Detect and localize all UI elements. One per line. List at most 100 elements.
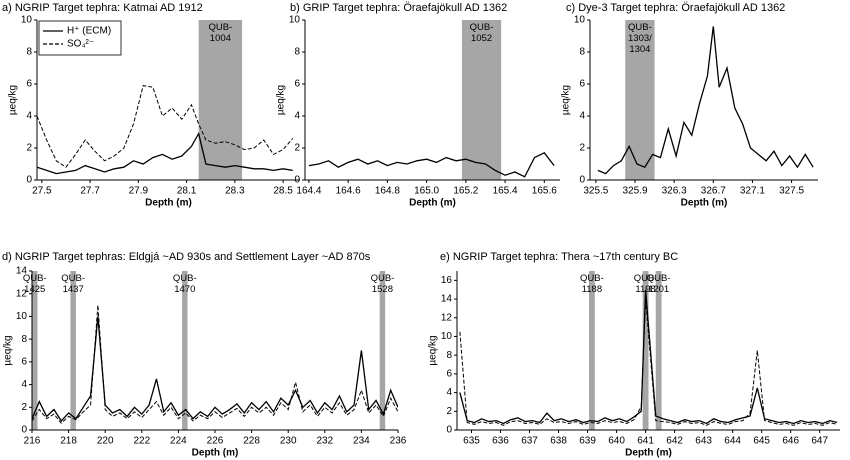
y-tick-label: 6 (579, 79, 585, 90)
x-tick-label: 165.2 (453, 186, 478, 197)
y-axis-label: µeq/kg (8, 85, 19, 115)
y-tick-label: 0 (446, 425, 452, 436)
x-tick-label: 639 (579, 436, 596, 447)
legend-label: SO₄²⁻ (67, 39, 94, 50)
legend-label: H⁺ (ECM) (67, 26, 111, 37)
shaded-region (379, 271, 386, 430)
x-tick-label: 635 (463, 436, 480, 447)
band-label-line: 1304 (629, 44, 650, 55)
band-label: QUB-1198 (634, 273, 658, 295)
y-tick-label: 10 (16, 311, 28, 322)
shaded-region (642, 271, 649, 430)
band-label-line: 1004 (210, 33, 231, 44)
band-label: QUB-1201 (647, 273, 671, 295)
band-label-line: QUB- (173, 273, 197, 284)
y-tick-label: 2 (21, 402, 27, 413)
panel-title: c) Dye-3 Target tephra: Öraefajökull AD … (566, 2, 785, 14)
y-tick-label: 0 (294, 175, 300, 186)
x-tick-label: 218 (60, 436, 77, 447)
x-tick-label: 164.4 (296, 186, 321, 197)
shaded-region (182, 271, 188, 430)
x-tick-label: 636 (492, 436, 509, 447)
data-line (597, 26, 814, 175)
x-tick-label: 643 (695, 436, 712, 447)
series-group (32, 305, 398, 424)
band-label-line: QUB- (628, 22, 652, 33)
band-label-line: QUB- (647, 273, 671, 284)
band-label-line: 1528 (372, 284, 393, 295)
y-tick-label: 2 (26, 143, 32, 154)
y-tick-label: 8 (21, 334, 27, 345)
band-label: QUB-1437 (61, 273, 85, 295)
panel-title: e) NGRIP Target tephra: Thera ~17th cent… (440, 251, 678, 263)
x-tick-label: 165.6 (532, 186, 557, 197)
y-tick-label: 4 (21, 379, 27, 390)
band-label-line: QUB- (371, 273, 395, 284)
y-tick-label: 14 (441, 294, 453, 305)
shaded-region (32, 271, 38, 430)
y-axis-label: µeq/kg (276, 85, 287, 115)
y-tick-label: 16 (441, 275, 453, 286)
x-tick-label: 641 (637, 436, 654, 447)
band-label-line: QUB- (470, 22, 494, 33)
x-tick-label: 164.8 (375, 186, 400, 197)
y-tick-label: 0 (26, 175, 32, 186)
band-label-line: 1437 (63, 284, 84, 295)
shaded-region (589, 271, 595, 430)
panel: b) GRIP Target tephra: Öraefajökull AD 1… (276, 2, 560, 209)
y-tick-label: 10 (21, 15, 33, 26)
y-tick-label: 10 (574, 15, 586, 26)
x-tick-label: 327.1 (740, 186, 765, 197)
band-label-line: 1052 (471, 33, 492, 44)
y-tick-label: 2 (446, 406, 452, 417)
x-axis-label: Depth (m) (681, 198, 728, 209)
x-tick-label: 165.0 (414, 186, 439, 197)
data-line (459, 299, 838, 426)
x-tick-label: 224 (170, 436, 187, 447)
y-tick-label: 0 (579, 175, 585, 186)
band-label: QUB-1052 (470, 22, 494, 44)
y-tick-label: 6 (21, 356, 27, 367)
y-tick-label: 8 (294, 47, 300, 58)
x-tick-label: 234 (353, 436, 370, 447)
x-tick-label: 164.6 (336, 186, 361, 197)
x-tick-label: 226 (207, 436, 224, 447)
y-tick-label: 6 (294, 79, 300, 90)
y-tick-label: 8 (446, 350, 452, 361)
x-tick-label: 228 (243, 436, 260, 447)
x-axis-label: Depth (m) (409, 198, 456, 209)
x-axis-label: Depth (m) (625, 448, 672, 459)
series-group (459, 289, 838, 426)
y-tick-label: 4 (446, 387, 452, 398)
x-tick-label: 637 (521, 436, 538, 447)
panel-title: d) NGRIP Target tephras: Eldgjá ~AD 930s… (2, 251, 371, 263)
y-tick-label: 10 (441, 331, 453, 342)
panel: c) Dye-3 Target tephra: Öraefajökull AD … (561, 2, 818, 209)
y-tick-label: 8 (579, 47, 585, 58)
x-tick-label: 28.1 (177, 186, 197, 197)
y-tick-label: 8 (26, 47, 32, 58)
band-label: QUB-1188 (580, 273, 604, 295)
y-tick-label: 6 (26, 79, 32, 90)
x-tick-label: 232 (316, 436, 333, 447)
band-label-line: 1470 (174, 284, 195, 295)
series-group (37, 85, 294, 175)
x-tick-label: 640 (608, 436, 625, 447)
x-axis-label: Depth (m) (145, 198, 192, 209)
x-tick-label: 230 (280, 436, 297, 447)
legend: H⁺ (ECM) SO₄²⁻ (38, 20, 122, 56)
x-tick-label: 27.9 (129, 186, 149, 197)
y-axis-label: µeq/kg (428, 335, 439, 365)
x-tick-label: 220 (97, 436, 114, 447)
band-label-line: 1201 (648, 284, 669, 295)
x-tick-label: 642 (666, 436, 683, 447)
band-label-line: QUB- (209, 22, 233, 33)
x-tick-label: 165.4 (493, 186, 518, 197)
x-tick-label: 27.7 (80, 186, 100, 197)
x-tick-label: 327.5 (779, 186, 804, 197)
x-axis-label: Depth (m) (192, 448, 239, 459)
shaded-region (461, 20, 502, 180)
y-tick-label: 0 (21, 425, 27, 436)
x-tick-label: 325.5 (583, 186, 608, 197)
x-tick-label: 27.5 (32, 186, 52, 197)
